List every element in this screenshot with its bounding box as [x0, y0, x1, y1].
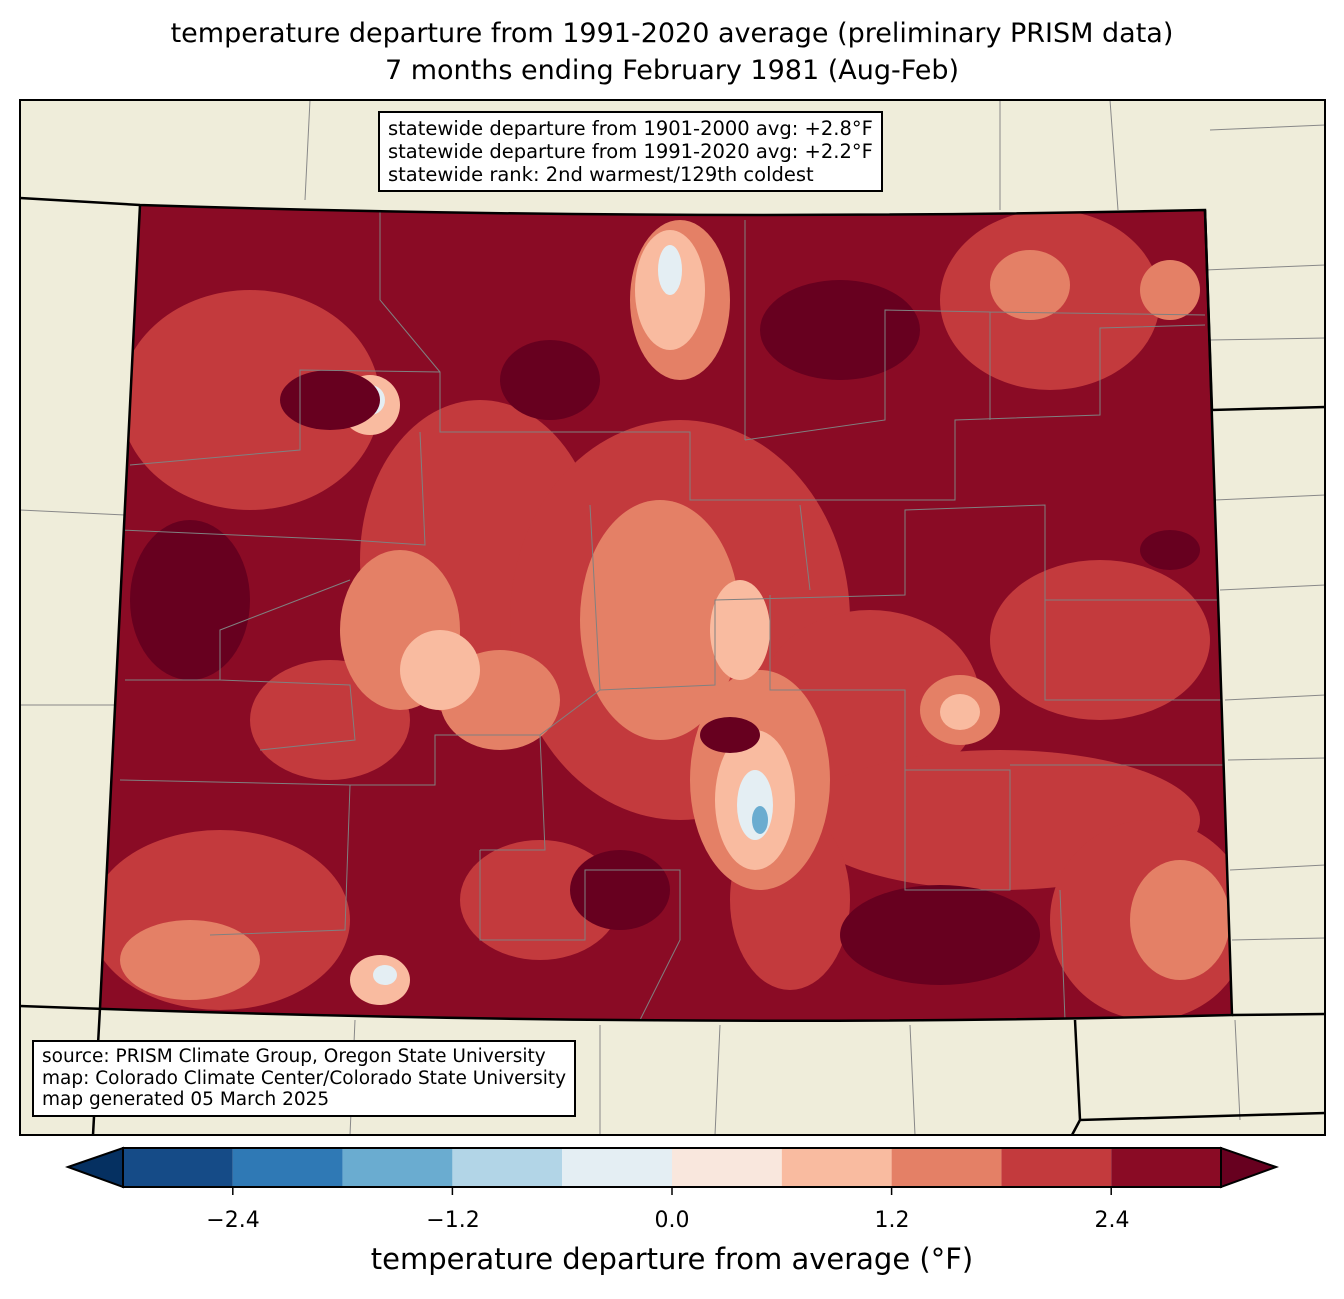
colorbar-tick-label: 2.4 [1094, 1208, 1130, 1233]
stat-rank: statewide rank: 2nd warmest/129th coldes… [388, 163, 814, 186]
colorbar-segment [123, 1148, 233, 1187]
map-subtitle: 7 months ending February 1981 (Aug-Feb) [384, 55, 960, 86]
county-borders [119, 205, 1225, 1021]
map-frame [19, 99, 1326, 1136]
colorbar-tick-label: 1.2 [874, 1208, 910, 1233]
colorbar-segment [672, 1148, 782, 1187]
colorbar-tick-label: 0.0 [654, 1208, 690, 1233]
colorbar-tick-label: −1.2 [426, 1208, 480, 1233]
colorbar-extend-high [1220, 1146, 1279, 1189]
colorbar-segment [232, 1148, 343, 1187]
colorbar-segment [891, 1148, 1002, 1187]
colorbar-tick-label: −2.4 [206, 1208, 260, 1233]
temperature-field [100, 205, 1232, 1022]
colorbar-segment [1001, 1148, 1112, 1187]
colorbar-segment [342, 1148, 453, 1187]
colorbar-segment [562, 1148, 672, 1187]
colorbar-extend-low [65, 1146, 124, 1189]
stat-departure-1901-2000: statewide departure from 1901-2000 avg: … [388, 117, 873, 140]
source-box: source: PRISM Climate Group, Oregon Stat… [32, 1040, 577, 1117]
colorbar [65, 1146, 1279, 1189]
generated-date-line: map generated 05 March 2025 [42, 1089, 330, 1110]
statewide-stats-box: statewide departure from 1901-2000 avg: … [378, 111, 883, 192]
stat-departure-1991-2020: statewide departure from 1991-2020 avg: … [388, 140, 873, 163]
colorbar-segment [452, 1148, 563, 1187]
map-title: temperature departure from 1991-2020 ave… [170, 18, 1174, 49]
colorbar-label: temperature departure from average (°F) [370, 1242, 974, 1276]
map-credit-line: map: Colorado Climate Center/Colorado St… [42, 1067, 567, 1089]
source-line: source: PRISM Climate Group, Oregon Stat… [42, 1046, 546, 1067]
colorbar-segment [781, 1148, 892, 1187]
colorbar-segment [1111, 1148, 1221, 1187]
